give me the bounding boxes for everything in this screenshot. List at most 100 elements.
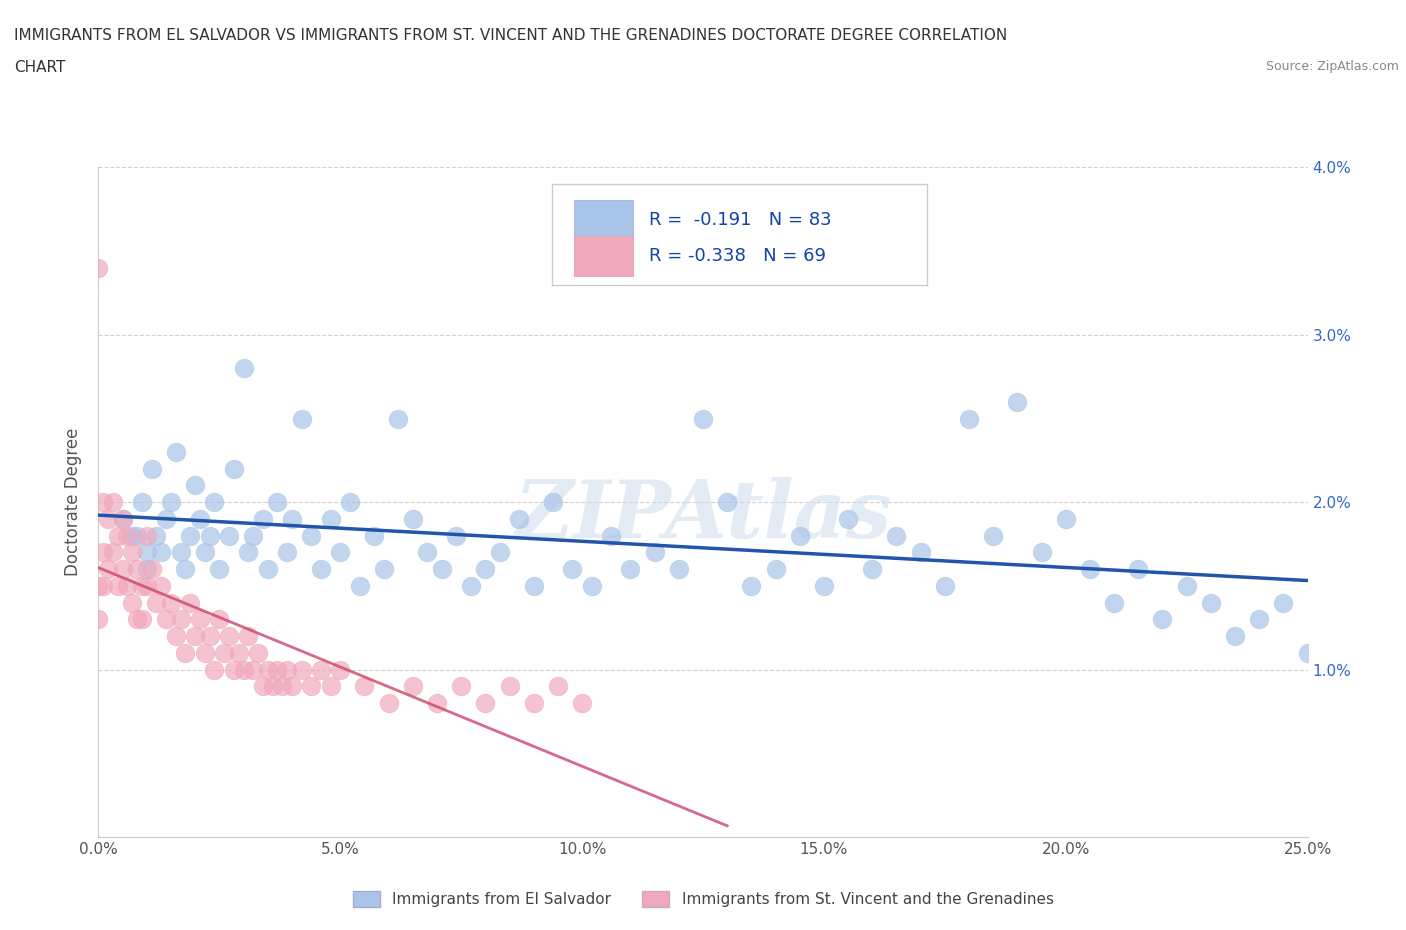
Point xyxy=(1175,578,1198,593)
Point xyxy=(188,612,211,627)
Point xyxy=(87,260,110,275)
Point xyxy=(107,578,129,593)
Point xyxy=(198,629,221,644)
Point xyxy=(692,411,714,426)
Point xyxy=(212,645,235,660)
Point xyxy=(184,629,207,644)
Point xyxy=(1272,595,1295,610)
Point xyxy=(349,578,371,593)
Y-axis label: Doctorate Degree: Doctorate Degree xyxy=(65,428,83,577)
Point xyxy=(1031,545,1053,560)
Point xyxy=(91,495,114,510)
Point xyxy=(547,679,569,694)
Point xyxy=(218,629,240,644)
Point xyxy=(1296,645,1319,660)
Point xyxy=(329,545,352,560)
Point xyxy=(127,562,149,577)
Point xyxy=(271,679,294,694)
FancyBboxPatch shape xyxy=(574,200,633,239)
Point xyxy=(474,562,496,577)
Point xyxy=(765,562,787,577)
Point xyxy=(188,512,211,526)
Text: Source: ZipAtlas.com: Source: ZipAtlas.com xyxy=(1265,60,1399,73)
FancyBboxPatch shape xyxy=(574,236,633,276)
Point xyxy=(886,528,908,543)
Point xyxy=(319,512,342,526)
Point xyxy=(145,595,167,610)
Point xyxy=(111,562,134,577)
Point xyxy=(299,679,322,694)
Point xyxy=(141,461,163,476)
Point xyxy=(242,528,264,543)
Text: ZIPAtlas: ZIPAtlas xyxy=(515,477,891,554)
Point xyxy=(165,629,187,644)
Point xyxy=(644,545,666,560)
Point xyxy=(194,645,217,660)
Point xyxy=(430,562,453,577)
Point xyxy=(101,495,124,510)
Point xyxy=(160,595,183,610)
Point xyxy=(1102,595,1125,610)
Point xyxy=(460,578,482,593)
Point xyxy=(208,612,231,627)
Point xyxy=(247,645,270,660)
Point xyxy=(600,528,623,543)
Point xyxy=(373,562,395,577)
Point xyxy=(934,578,956,593)
Point xyxy=(541,495,564,510)
Point xyxy=(135,545,157,560)
Point xyxy=(117,578,139,593)
Point xyxy=(155,512,177,526)
Point xyxy=(208,562,231,577)
Point xyxy=(256,562,278,577)
Point xyxy=(266,495,288,510)
Point xyxy=(179,528,201,543)
Point xyxy=(111,512,134,526)
Point xyxy=(111,512,134,526)
Point xyxy=(571,696,593,711)
Point xyxy=(135,528,157,543)
Point xyxy=(910,545,932,560)
Point xyxy=(127,612,149,627)
Point xyxy=(446,528,468,543)
Point xyxy=(131,578,153,593)
Point xyxy=(97,562,120,577)
Point xyxy=(474,696,496,711)
Point xyxy=(363,528,385,543)
Point xyxy=(387,411,409,426)
Point xyxy=(668,562,690,577)
Point xyxy=(150,578,173,593)
Point xyxy=(266,662,288,677)
Point xyxy=(155,612,177,627)
Point xyxy=(145,528,167,543)
Point xyxy=(91,545,114,560)
Point xyxy=(290,411,312,426)
Point xyxy=(319,679,342,694)
Point xyxy=(957,411,980,426)
Point xyxy=(426,696,449,711)
Point xyxy=(218,528,240,543)
Point xyxy=(1152,612,1174,627)
Legend: Immigrants from El Salvador, Immigrants from St. Vincent and the Grenadines: Immigrants from El Salvador, Immigrants … xyxy=(346,884,1060,913)
Point xyxy=(121,595,143,610)
Point xyxy=(508,512,530,526)
Point xyxy=(135,562,157,577)
Point xyxy=(121,545,143,560)
Point xyxy=(1007,394,1029,409)
Point xyxy=(87,578,110,593)
Point xyxy=(619,562,641,577)
Point xyxy=(131,612,153,627)
Point xyxy=(581,578,603,593)
Point xyxy=(252,679,274,694)
Point xyxy=(276,545,298,560)
Point xyxy=(377,696,399,711)
Point xyxy=(179,595,201,610)
Text: R =  -0.191   N = 83: R = -0.191 N = 83 xyxy=(648,210,831,229)
Point xyxy=(561,562,583,577)
Point xyxy=(204,662,226,677)
Point xyxy=(174,645,197,660)
Point xyxy=(339,495,361,510)
Point xyxy=(813,578,835,593)
Point xyxy=(101,545,124,560)
Point xyxy=(523,696,546,711)
